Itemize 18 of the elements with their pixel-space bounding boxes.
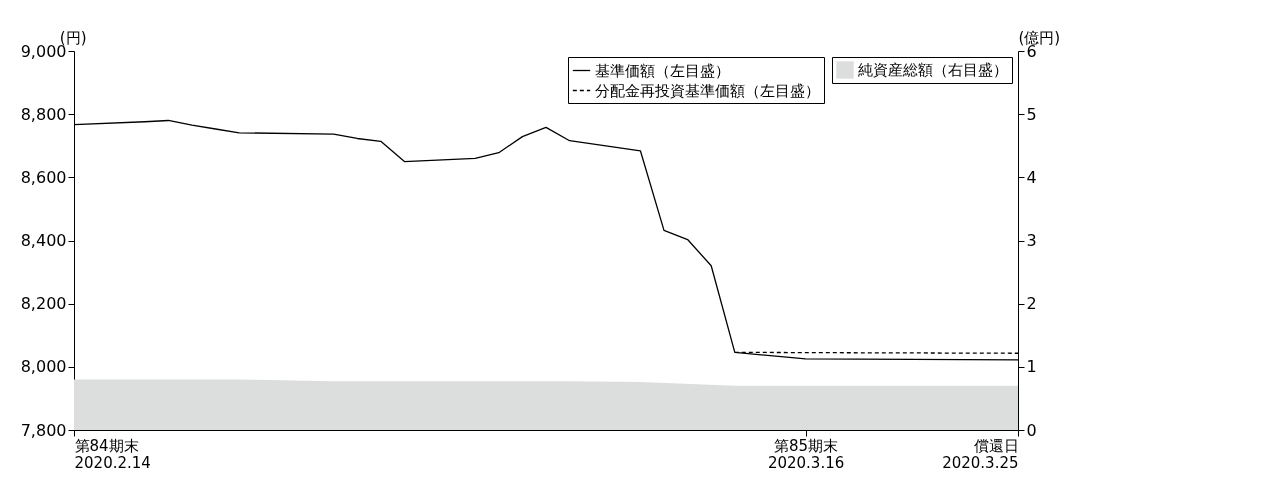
y-tick-label: 8,000	[20, 357, 67, 377]
x-tick-label: 第85期末 2020.3.16	[767, 436, 845, 472]
x-tick-label: 第84期末 2020.2.14	[74, 436, 151, 472]
y-tick-label: 7,800	[20, 420, 67, 440]
x-tick-label: 償還日 2020.3.25	[942, 436, 1019, 472]
legend-label: 分配金再投資基準価額（左目盛）	[595, 81, 820, 100]
y-tick-label: 8,600	[20, 167, 67, 187]
y-tick-label: 8,800	[20, 104, 67, 124]
y-tick-label: 8,400	[20, 231, 67, 250]
y2-tick-label: 4	[1026, 167, 1037, 187]
y2-tick-label: 5	[1026, 104, 1037, 124]
legend-label: 純資産総額（右目盛）	[858, 61, 1008, 79]
y2-tick-label: 3	[1026, 231, 1037, 250]
y-tick-label: 8,200	[20, 294, 67, 314]
y2-tick-label: 1	[1026, 357, 1037, 377]
y2-tick-label: 2	[1026, 294, 1037, 314]
legend-label: 基準価額（左目盛）	[595, 61, 730, 80]
y2-tick-label: 0	[1026, 420, 1037, 440]
